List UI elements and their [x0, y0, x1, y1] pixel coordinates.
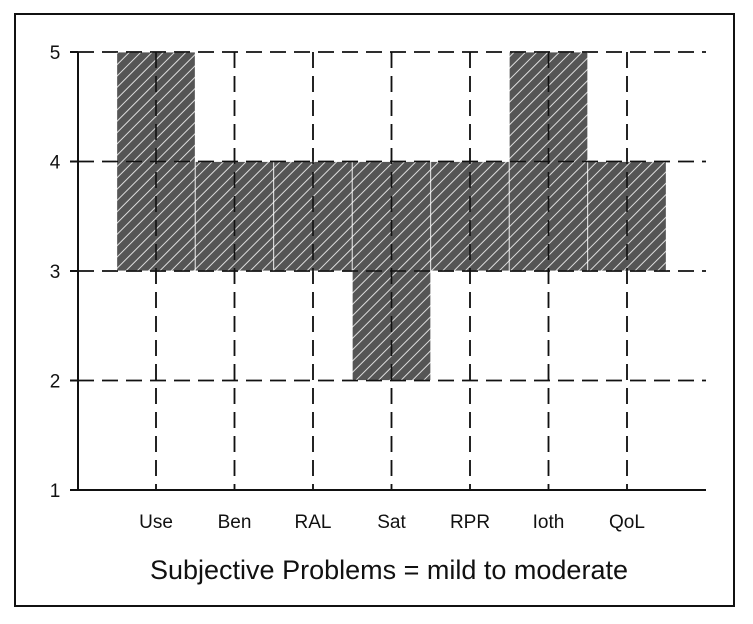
x-tick-label-ioth: Ioth	[533, 512, 565, 533]
x-tick-labels: Use Ben RAL Sat RPR Ioth QoL	[139, 512, 645, 533]
bars	[78, 51, 706, 490]
x-tick-label-ben: Ben	[218, 512, 252, 533]
y-tick-label-1: 1	[50, 481, 61, 502]
y-tick-label-4: 4	[50, 153, 61, 174]
y-tick-label-3: 3	[50, 262, 61, 283]
y-tick-labels: 1 2 3 4 5	[50, 43, 61, 502]
y-tick-label-5: 5	[50, 43, 61, 64]
x-axis-title: Subjective Problems = mild to moderate	[150, 555, 628, 585]
x-tick-label-qol: QoL	[609, 512, 645, 533]
x-tick-label-rpr: RPR	[450, 512, 490, 533]
x-tick-label-use: Use	[139, 512, 173, 533]
x-tick-label-sat: Sat	[377, 512, 406, 533]
axes	[70, 51, 706, 491]
y-tick-label-2: 2	[50, 372, 61, 393]
x-tick-label-ral: RAL	[295, 512, 332, 533]
